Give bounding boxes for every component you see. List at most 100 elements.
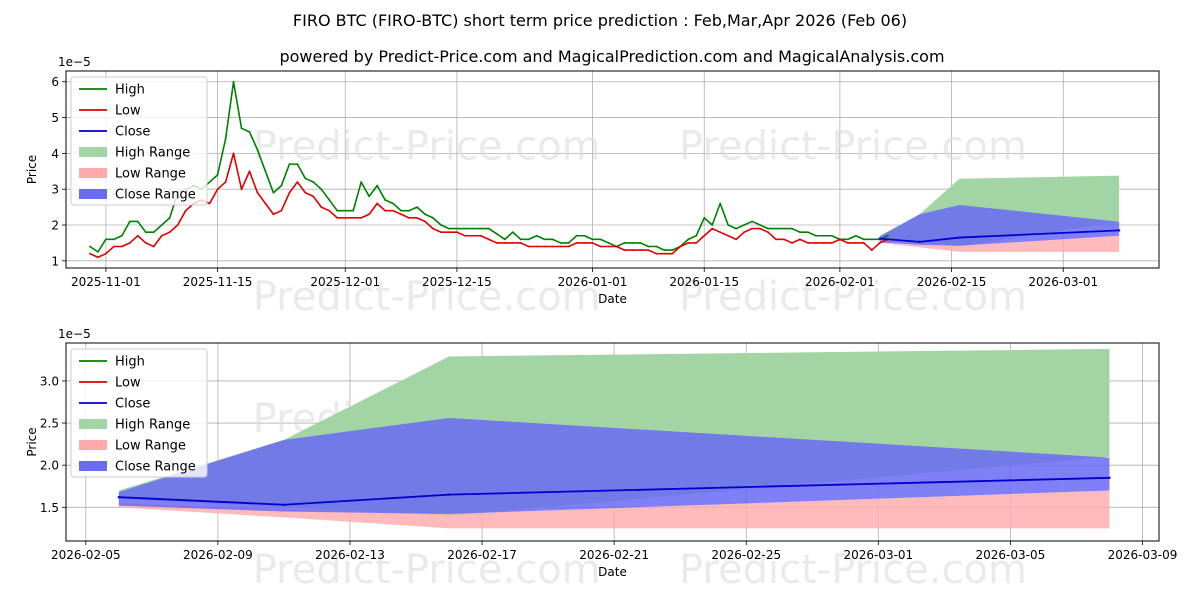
- high-point: [695, 234, 698, 237]
- low-point: [647, 249, 650, 251]
- low-point: [870, 249, 873, 251]
- y-exponent-label: 1e−5: [58, 55, 91, 69]
- x-tick-label: 2025-12-15: [422, 275, 492, 289]
- high-point: [232, 80, 235, 83]
- high-point: [647, 245, 650, 248]
- high-point: [344, 209, 347, 212]
- high-point: [503, 238, 506, 241]
- high-point: [727, 224, 730, 226]
- x-tick-label: 2026-02-05: [51, 548, 121, 562]
- low-point: [519, 242, 522, 244]
- low-point: [384, 209, 387, 212]
- x-tick-label: 2026-03-01: [1028, 275, 1098, 289]
- high-point: [854, 234, 857, 237]
- high-point: [703, 216, 706, 219]
- high-point: [368, 195, 371, 198]
- high-point: [735, 227, 738, 230]
- high-point: [719, 202, 722, 205]
- low-point: [168, 231, 171, 234]
- low-point: [663, 252, 666, 255]
- legend: High Low Close High Range Low Range Close Ran…: [70, 76, 208, 206]
- low-point: [392, 209, 394, 212]
- high-point: [583, 234, 586, 237]
- low-point: [846, 242, 849, 244]
- high-point: [392, 202, 394, 205]
- band-close-range: [879, 204, 1120, 246]
- high-point: [495, 233, 498, 235]
- low-point: [719, 231, 722, 234]
- high-point: [312, 181, 315, 183]
- close-point: [447, 493, 451, 496]
- high-point: [655, 245, 658, 248]
- y-tick-label: 1: [51, 254, 59, 268]
- close-point: [1117, 229, 1121, 232]
- low-point: [264, 202, 267, 205]
- low-point: [671, 252, 674, 255]
- x-tick-label: 2026-03-01: [843, 548, 913, 562]
- tick-marks: 2025-11-01 2025-11-15 2025-12-01 2025-12-15…: [51, 75, 1098, 289]
- plot-area: [89, 80, 1121, 259]
- high-point: [870, 238, 873, 241]
- y-tick-label: 4: [51, 147, 59, 161]
- legend-label: Low: [115, 376, 141, 391]
- high-point: [591, 238, 594, 241]
- close-point: [878, 237, 881, 240]
- y-tick-label: 2.0: [40, 459, 59, 473]
- high-point: [416, 206, 418, 209]
- low-point: [823, 242, 825, 244]
- legend-swatch-close_range: [79, 189, 107, 199]
- high-point: [791, 227, 793, 230]
- low-point: [344, 216, 347, 219]
- low-point: [687, 242, 690, 244]
- low-point: [232, 152, 235, 155]
- high-point: [543, 238, 546, 241]
- legend-label: High Range: [115, 418, 190, 433]
- low-point: [248, 170, 251, 173]
- low-point: [583, 242, 586, 244]
- watermark-text: Predict-Price.com: [679, 274, 1027, 320]
- high-point: [160, 224, 163, 226]
- high-point: [89, 245, 91, 248]
- low-point: [216, 188, 219, 191]
- high-point: [487, 227, 490, 230]
- low-point: [575, 242, 578, 244]
- low-point: [759, 227, 761, 230]
- x-tick-label: 2025-11-15: [183, 275, 253, 289]
- low-point: [471, 234, 474, 237]
- high-point: [144, 231, 147, 234]
- high-point: [424, 213, 426, 216]
- high-point: [456, 227, 458, 230]
- low-point: [551, 245, 554, 248]
- high-point: [288, 163, 291, 166]
- low-point: [400, 213, 402, 216]
- high-point: [440, 224, 442, 226]
- high-point: [384, 199, 387, 201]
- low-point: [703, 234, 706, 237]
- x-tick-label: 2026-02-13: [315, 548, 385, 562]
- x-tick-label: 2026-02-21: [579, 548, 649, 562]
- high-point: [272, 191, 275, 194]
- high-point: [97, 250, 99, 253]
- forecast-panel: Predict-Price.comPredict-Price.comPredic…: [25, 327, 1177, 593]
- low-point: [727, 234, 730, 237]
- low-point: [440, 231, 442, 234]
- low-point: [854, 242, 857, 244]
- low-point: [464, 234, 466, 237]
- low-point: [224, 181, 227, 183]
- high-point: [631, 242, 634, 244]
- high-point: [224, 138, 227, 140]
- high-point: [448, 227, 450, 230]
- low-point: [104, 252, 107, 255]
- low-point: [136, 234, 139, 237]
- legend-label: Low Range: [115, 167, 186, 182]
- high-point: [432, 216, 434, 219]
- high-point: [360, 181, 363, 183]
- legend-label: Close Range: [115, 460, 196, 475]
- low-point: [432, 227, 434, 230]
- high-point: [128, 220, 131, 223]
- y-tick-label: 6: [51, 75, 59, 89]
- low-point: [448, 231, 450, 234]
- high-point: [559, 242, 562, 244]
- legend-label: Low: [115, 104, 141, 119]
- low-point: [655, 252, 658, 255]
